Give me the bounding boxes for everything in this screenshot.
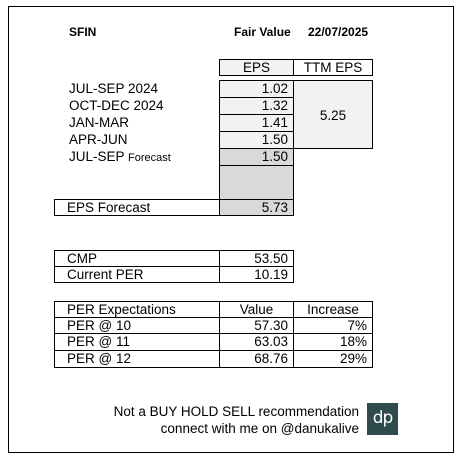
quarter-label: JAN-MAR [69, 115, 129, 130]
ticker-title: SFIN [69, 25, 97, 39]
per-row-increase: 18% [293, 333, 373, 351]
per-row-value: 63.03 [219, 333, 294, 351]
per-row-value: 57.30 [219, 317, 294, 334]
quarter-label: APR-JUN [69, 132, 128, 147]
per-row-label: PER @ 10 [54, 317, 220, 334]
forecast-quarter-label: JUL-SEP Forecast [69, 149, 171, 164]
quarter-label: OCT-DEC 2024 [69, 98, 164, 113]
report-date: 22/07/2025 [308, 25, 369, 39]
eps-forecast-label: EPS Forecast [54, 199, 220, 216]
report-frame [8, 6, 454, 453]
cmp-label: CMP [54, 250, 220, 267]
eps-value: 1.32 [219, 97, 294, 115]
connect-text: connect with me on @danukalive [160, 421, 359, 436]
per-table-header-label: PER Expectations [54, 301, 220, 318]
dp-logo-text: dp [372, 408, 394, 428]
current-per-label: Current PER [54, 266, 220, 283]
ttm-eps-value: 5.25 [293, 80, 373, 149]
eps-value: 1.02 [219, 80, 294, 98]
disclaimer-text: Not a BUY HOLD SELL recommendation [113, 404, 359, 419]
eps-value: 1.41 [219, 114, 294, 132]
per-row-increase: 7% [293, 317, 373, 334]
eps-value: 1.50 [219, 131, 294, 149]
quarter-label: JUL-SEP 2024 [69, 81, 159, 96]
per-row-label: PER @ 11 [54, 333, 220, 351]
forecast-quarter-name: JUL-SEP [69, 149, 125, 164]
ttm-eps-column-header: TTM EPS [293, 59, 373, 76]
per-row-increase: 29% [293, 350, 373, 368]
per-table-header-value: Value [219, 301, 294, 318]
per-table-header-increase: Increase [293, 301, 373, 318]
eps-column-header: EPS [219, 59, 294, 76]
fair-value-label: Fair Value [234, 25, 291, 39]
forecast-suffix: Forecast [128, 152, 171, 164]
current-per-value: 10.19 [219, 266, 294, 283]
eps-forecast-value: 5.73 [219, 199, 294, 216]
eps-forecast-quarter-value: 1.50 [219, 148, 294, 166]
blank-shaded-cell [219, 165, 294, 200]
per-row-label: PER @ 12 [54, 350, 220, 368]
per-row-value: 68.76 [219, 350, 294, 368]
cmp-value: 53.50 [219, 250, 294, 267]
dp-logo: dp [367, 403, 398, 435]
ttm-eps-number: 5.25 [319, 108, 347, 123]
